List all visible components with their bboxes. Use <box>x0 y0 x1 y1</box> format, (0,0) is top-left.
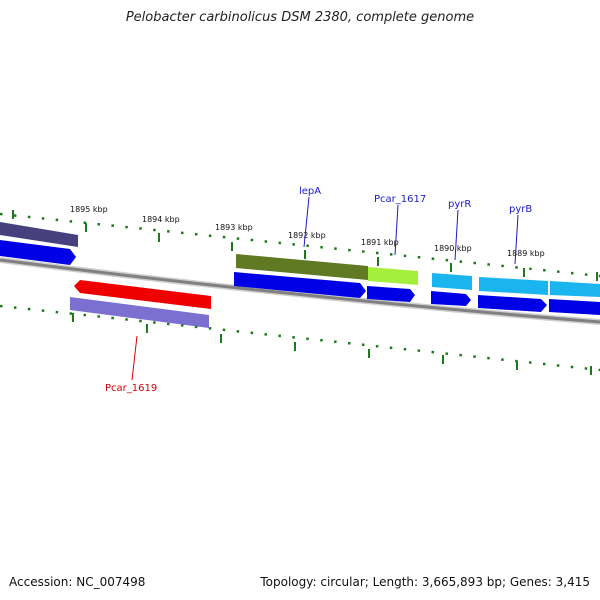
cds-Pcar-1617[interactable] <box>367 286 415 302</box>
cds-feature[interactable] <box>0 240 76 265</box>
forward-strand-genes <box>0 222 600 315</box>
label-leader <box>454 209 459 261</box>
tick-label: 1892 kbp <box>288 231 326 240</box>
cds-feature[interactable] <box>549 299 600 315</box>
gene-Pcar-1617[interactable] <box>368 267 418 285</box>
cds-lepA[interactable] <box>234 272 366 298</box>
outer-tick-ring <box>0 210 600 281</box>
tick-label: 1891 kbp <box>361 238 399 247</box>
tick-label: 1893 kbp <box>215 223 253 232</box>
label-leader <box>131 335 138 381</box>
gene-label-pyrR[interactable]: pyrR <box>448 199 471 210</box>
genome-backbone <box>0 258 600 324</box>
accession-text: Accession: NC_007498 <box>9 575 146 589</box>
gene-pyrB[interactable] <box>479 277 548 295</box>
gene-label-pyrB[interactable]: pyrB <box>509 204 532 215</box>
tick-label: 1889 kbp <box>507 249 545 258</box>
label-leader <box>394 204 399 256</box>
cds-Pcar-1619[interactable] <box>70 297 209 328</box>
label-leader <box>303 196 310 248</box>
tick-label: 1895 kbp <box>70 205 108 214</box>
gene-label-lepA[interactable]: lepA <box>299 186 321 197</box>
gene-feature[interactable] <box>550 281 600 297</box>
tick-label: 1894 kbp <box>142 215 180 224</box>
genome-summary-text: Topology: circular; Length: 3,665,893 bp… <box>260 575 590 589</box>
gene-label-Pcar-1619[interactable]: Pcar_1619 <box>105 383 157 394</box>
cds-pyrR[interactable] <box>431 291 471 306</box>
gene-lepA[interactable] <box>236 254 368 280</box>
gene-label-Pcar-1617[interactable]: Pcar_1617 <box>374 194 426 205</box>
gene-Pcar-1619[interactable] <box>74 280 211 309</box>
genome-title: Pelobacter carbinolicus DSM 2380, comple… <box>125 10 475 25</box>
tick-labels: 1895 kbp 1894 kbp 1893 kbp 1892 kbp 1891… <box>70 205 545 258</box>
gene-labels: lepA Pcar_1617 pyrR pyrB Pcar_1619 <box>105 186 532 394</box>
tick-label: 1890 kbp <box>434 244 472 253</box>
inner-tick-ring <box>0 304 600 375</box>
cds-pyrB[interactable] <box>478 295 547 312</box>
reverse-strand-genes <box>70 280 211 328</box>
label-leader <box>514 214 519 265</box>
gene-feature[interactable] <box>0 222 78 247</box>
gene-pyrR[interactable] <box>432 273 472 290</box>
